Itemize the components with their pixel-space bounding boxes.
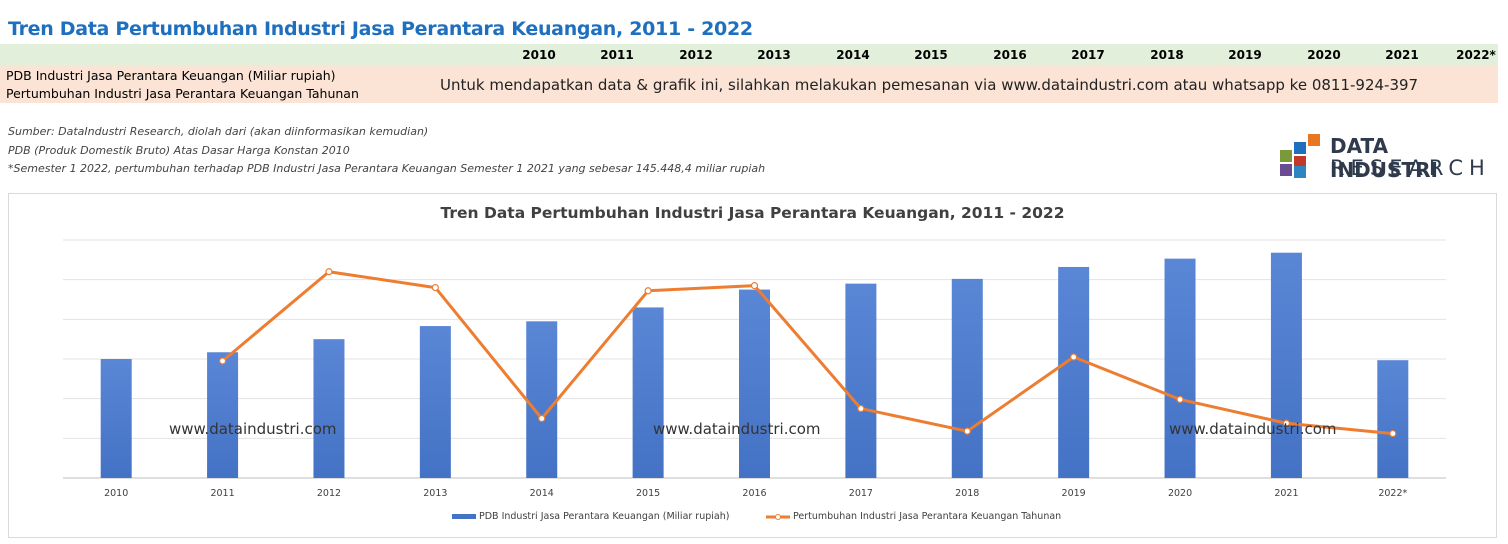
growth-point (431, 283, 439, 292)
chart-title: Tren Data Pertumbuhan Industri Jasa Pera… (440, 204, 1065, 222)
x-tick-label: 2012 (317, 488, 341, 499)
bar-2021 (1270, 252, 1302, 478)
x-tick-label: 2011 (210, 488, 234, 499)
watermark-text: www.dataindustri.com (169, 420, 337, 438)
year-header-cell: 2011 (600, 48, 634, 62)
year-header-cell: 2010 (522, 48, 556, 62)
data-table-body: PDB Industri Jasa Perantara Keuangan (Mi… (0, 66, 1498, 103)
year-header-cell: 2020 (1307, 48, 1341, 62)
legend-label-pdb: PDB Industri Jasa Perantara Keuangan (Mi… (479, 511, 729, 522)
x-tick-label: 2019 (1062, 488, 1086, 499)
growth-point (963, 427, 971, 435)
logo-text-line2: RESEARCH (1330, 156, 1491, 180)
x-tick-label: 2020 (1168, 488, 1192, 499)
growth-point (218, 357, 227, 365)
year-header-cell: 2021 (1385, 48, 1419, 62)
growth-point (750, 282, 759, 290)
growth-line (221, 270, 1393, 436)
chart-svg: 2010 2011 2012 2013 2014 2015 2016 2017 2018 2019… (63, 239, 1446, 522)
watermark-text: www.dataindustri.com (653, 420, 821, 438)
source-note: Sumber: DataIndustri Research, diolah da… (8, 125, 429, 138)
x-tick-label: 2016 (742, 488, 766, 499)
bar-2018 (951, 278, 983, 478)
year-header-cell: 2014 (836, 48, 870, 62)
growth-point (857, 404, 865, 413)
growth-point (325, 268, 333, 276)
growth-point (1389, 429, 1397, 438)
year-header-cell: 2012 (679, 48, 713, 62)
watermark-text: www.dataindustri.com (1169, 420, 1337, 438)
growth-point (644, 287, 652, 295)
year-header-cell: 2015 (914, 48, 948, 62)
bar-2019 (1058, 266, 1090, 478)
bar-2020 (1164, 258, 1196, 478)
year-header-cell: 2016 (993, 48, 1027, 62)
bar-2017 (845, 283, 877, 478)
x-tick-label: 2014 (530, 488, 554, 499)
order-note: Untuk mendapatkan data & grafik ini, sil… (440, 76, 1419, 94)
year-header-cell: 2019 (1228, 48, 1262, 62)
bar-2011 (207, 352, 239, 478)
logo-text-line1: DATA INDUSTRI (1330, 134, 1438, 182)
page-title: Tren Data Pertumbuhan Industri Jasa Pera… (8, 18, 753, 40)
x-tick-label: 2013 (423, 488, 447, 499)
bar-2014 (526, 321, 558, 478)
growth-point (538, 414, 546, 423)
bar-2010 (100, 359, 132, 478)
growth-point (1282, 419, 1291, 427)
row-label-growth: Pertumbuhan Industri Jasa Perantara Keua… (6, 86, 359, 101)
bar-2015 (632, 307, 664, 478)
semester-note: *Semester 1 2022, pertumbuhan terhadap P… (8, 162, 766, 175)
row-label-pdb: PDB Industri Jasa Perantara Keuangan (Mi… (6, 68, 336, 83)
bar-2016 (739, 289, 770, 478)
logo-mosaic-icon (1280, 134, 1320, 178)
legend-swatch-pdb (452, 514, 476, 519)
year-header-row: 2010 2011 2012 2013 2014 2015 2016 2017 … (0, 44, 1498, 66)
x-tick-label: 2010 (104, 488, 128, 499)
year-header-cell: 2018 (1150, 48, 1184, 62)
x-tick-label: 2015 (636, 488, 660, 499)
data-industri-logo: DATA INDUSTRI RESEARCH (1280, 134, 1500, 182)
year-header-cell: 2013 (757, 48, 791, 62)
year-header-cell: 2017 (1071, 48, 1105, 62)
growth-point (1176, 395, 1184, 404)
x-tick-label: 2022* (1378, 488, 1407, 499)
legend-marker-growth (775, 514, 781, 520)
x-tick-label: 2018 (955, 488, 979, 499)
x-tick-label: 2021 (1274, 488, 1298, 499)
year-header-cell: 2022* (1456, 48, 1496, 62)
legend-label-growth: Pertumbuhan Industri Jasa Perantara Keua… (793, 511, 1061, 522)
bar-2022* (1377, 360, 1409, 478)
bar-2012 (313, 339, 345, 478)
bar-2013 (419, 326, 451, 478)
x-tick-label: 2017 (849, 488, 873, 499)
chart-container: 2010 2011 2012 2013 2014 2015 2016 2017 2018 2019… (8, 193, 1497, 538)
growth-point (1070, 353, 1078, 361)
pdb-note: PDB (Produk Domestik Bruto) Atas Dasar H… (8, 144, 350, 157)
